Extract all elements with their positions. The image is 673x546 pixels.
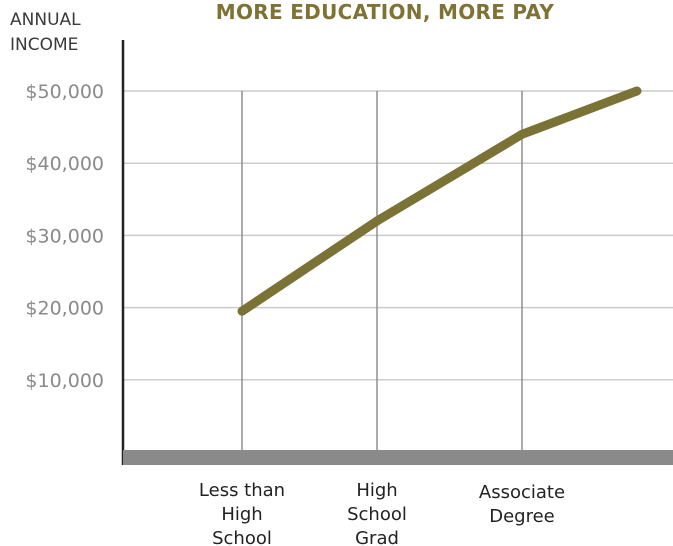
x-tick-label-line: Less than	[199, 480, 285, 501]
data-point	[237, 306, 247, 316]
x-tick-label-line: School	[347, 504, 407, 525]
y-axis-label-line-1: ANNUAL	[10, 10, 81, 30]
y-tick-label: $50,000	[25, 81, 104, 103]
horizontal-gridlines	[123, 90, 673, 381]
data-point	[517, 129, 527, 139]
x-tick-label-line: Associate	[479, 482, 565, 503]
x-tick-label-line: High	[221, 504, 262, 525]
y-axis-label-line-2: INCOME	[10, 35, 78, 55]
y-tick-label: $10,000	[25, 370, 104, 392]
income-series-line	[239, 86, 639, 315]
x-tick-label-line: Grad	[355, 528, 399, 546]
data-point	[632, 86, 642, 96]
x-tick-label-line: High	[356, 480, 397, 501]
y-tick-label: $40,000	[25, 153, 104, 175]
x-tick-label: Associate Degree	[479, 482, 565, 527]
data-points	[237, 86, 642, 316]
y-tick-label: $20,000	[25, 298, 104, 320]
chart-title: MORE EDUCATION, MORE PAY	[216, 0, 555, 24]
x-tick-label-line: School	[212, 528, 272, 546]
x-tick-label: High School Grad	[347, 480, 407, 546]
x-tick-labels: Less than High School High School Grad Associa…	[199, 480, 565, 546]
x-axis-baseline	[123, 450, 673, 465]
x-tick-label-line: Degree	[489, 506, 555, 527]
y-tick-label: $30,000	[25, 225, 104, 247]
data-point	[372, 216, 382, 226]
y-tick-labels: $50,000 $40,000 $30,000 $20,000 $10,000	[25, 81, 104, 392]
vertical-gridlines	[241, 91, 523, 452]
x-tick-label: Less than High School	[199, 480, 285, 546]
